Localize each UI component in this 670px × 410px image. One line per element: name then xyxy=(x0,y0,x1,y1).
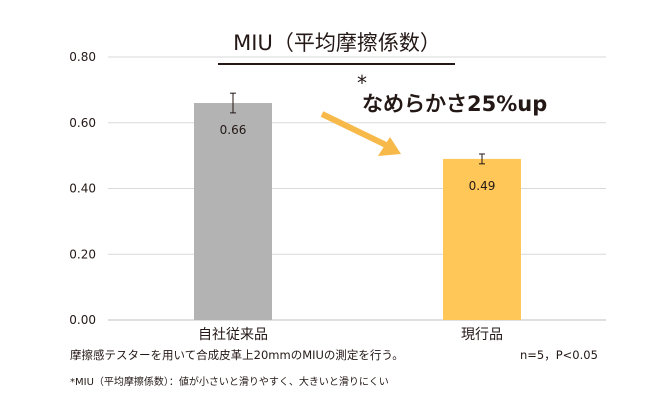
bar xyxy=(443,158,521,320)
y-tick-label: 0.40 xyxy=(69,182,96,196)
y-tick-label: 0.00 xyxy=(69,313,96,327)
significance-mark: * xyxy=(357,71,367,95)
stat-note: n=5，P<0.05 xyxy=(520,348,598,362)
chart-title: MIU（平均摩擦係数） xyxy=(233,31,441,55)
y-tick-label: 0.60 xyxy=(69,116,96,130)
data-label: 0.66 xyxy=(220,123,247,137)
y-tick-label: 0.80 xyxy=(69,50,96,64)
definition-note: *MIU（平均摩擦係数）：値が小さいと滑りやすく、大きいと滑りにくい xyxy=(70,377,389,388)
x-tick-label: 自社従来品 xyxy=(198,327,268,343)
data-label: 0.49 xyxy=(469,179,496,193)
improvement-arrow-head xyxy=(378,137,401,156)
improvement-annotation: なめらかさ25%up xyxy=(362,92,547,116)
method-note: 摩擦感テスターを用いて合成皮革上20mmのMIUの測定を行う。 xyxy=(70,348,404,362)
x-tick-label: 現行品 xyxy=(461,327,503,343)
bar xyxy=(194,103,272,321)
improvement-arrow-shaft xyxy=(320,111,390,149)
y-tick-label: 0.20 xyxy=(69,247,96,261)
